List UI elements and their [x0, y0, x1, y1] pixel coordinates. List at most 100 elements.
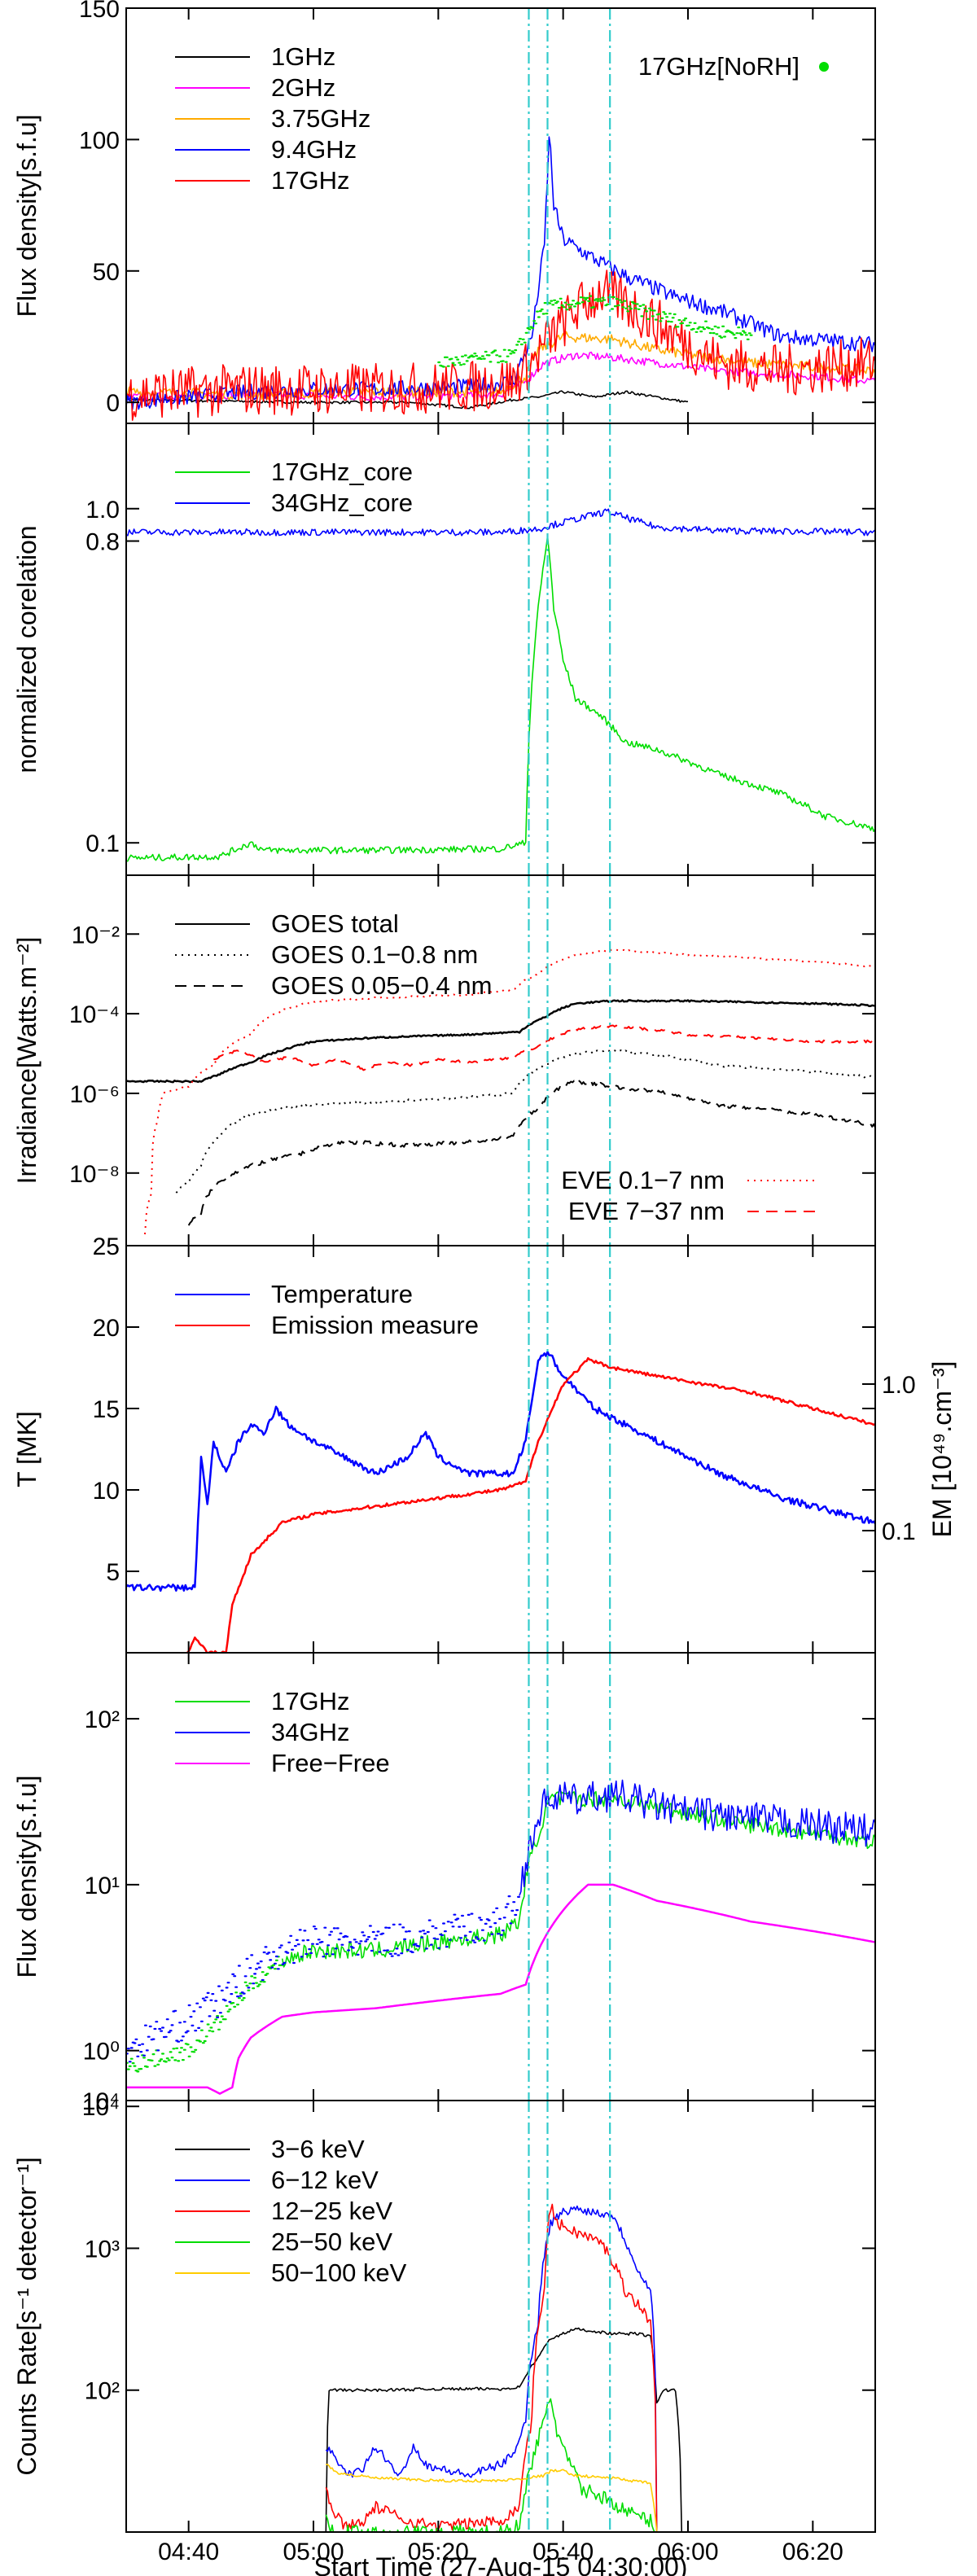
- series-scatter: [126, 1956, 283, 2073]
- y-tick-label-right: 0.1: [882, 1518, 916, 1545]
- y-tick-label: 10³: [85, 2236, 120, 2263]
- y-tick-label: 1.0: [85, 497, 120, 524]
- x-tick-label: 04:40: [158, 2539, 219, 2565]
- x-tick-label: 06:20: [782, 2539, 843, 2565]
- y-tick-label: 10¹: [85, 1873, 120, 1899]
- y-axis-label-right: EM [10⁴⁹.cm⁻³]: [927, 1361, 957, 1538]
- legend-label: GOES 0.1−0.8 nm: [271, 940, 478, 969]
- series-group: [126, 1351, 875, 1653]
- legend-label: 25−50 keV: [271, 2228, 392, 2256]
- legend-label: 50−100 keV: [271, 2258, 407, 2287]
- y-tick-label: 15: [93, 1396, 120, 1423]
- series-line: [281, 1790, 875, 1968]
- y-tick-label-right: 1.0: [882, 1372, 916, 1399]
- legend-label: 3.75GHz: [271, 104, 370, 133]
- series-line: [126, 136, 875, 410]
- annotation-label: 17GHz[NoRH]: [638, 52, 800, 81]
- series-line: [126, 269, 875, 421]
- y-tick-label: 10⁴: [82, 2094, 120, 2121]
- series-line: [519, 1779, 875, 1896]
- legend-label: 34GHz: [271, 1718, 349, 1746]
- legend-label: EVE 7−37 nm: [568, 1197, 725, 1225]
- series-line: [325, 2203, 658, 2532]
- panel-p3: 10⁻⁸ 10⁻⁶ 10⁻⁴ 10⁻² Irradiance[Watts.m⁻²] GOE…: [12, 874, 876, 1246]
- y-tick-label: 25: [93, 1233, 120, 1260]
- y-tick-label: 50: [93, 259, 120, 286]
- x-tick-label: 06:00: [657, 2539, 718, 2565]
- legend: Temperature Emission measure: [175, 1280, 479, 1339]
- panel-frame: [125, 874, 876, 1246]
- panel-frame: [125, 2100, 876, 2533]
- y-axis-label: T [MK]: [12, 1411, 42, 1487]
- y-tick-label: 10²: [85, 1706, 120, 1733]
- series-scatter: [126, 1895, 520, 2063]
- y-tick-label: 10²: [85, 2378, 120, 2405]
- series-group: [325, 2203, 683, 2532]
- series-group: [126, 136, 875, 421]
- legend-secondary: EVE 0.1−7 nm EVE 7−37 nm: [561, 1166, 816, 1225]
- series-line: [126, 536, 875, 862]
- y-tick-label: 0.8: [85, 529, 120, 556]
- series-line: [126, 1883, 875, 2095]
- legend-label: 2GHz: [271, 73, 335, 102]
- legend-label: GOES 0.05−0.4 nm: [271, 971, 492, 1000]
- series-line: [325, 2398, 656, 2532]
- legend-label: 6−12 keV: [271, 2166, 379, 2194]
- legend-label: 17GHz: [271, 166, 349, 195]
- x-tick-label: 05:20: [408, 2539, 469, 2565]
- y-tick-label: 20: [93, 1315, 120, 1342]
- y-axis-label: normalized corelation: [12, 525, 42, 773]
- legend-label: Free−Free: [271, 1749, 390, 1777]
- y-tick-label: 10⁻⁸: [69, 1161, 120, 1188]
- y-tick-label: 10⁰: [83, 2039, 120, 2066]
- series-line: [213, 1024, 875, 1071]
- y-tick-label: 10⁴: [82, 2088, 120, 2115]
- series-group: [126, 948, 875, 1235]
- series-line: [175, 1049, 875, 1194]
- panel-p2: 0.1 0.8 1.0 normalized corelation 17GHz_core…: [12, 423, 876, 876]
- y-tick-label: 0: [106, 390, 120, 417]
- panel-p6: 10² 10³ 10⁴ Counts Rate[s⁻¹ detector⁻¹] 3−6 …: [12, 2094, 876, 2576]
- y-tick-label: 10⁻²: [72, 922, 120, 948]
- legend: 3−6 keV 6−12 keV 12−25 keV 25−50 keV50−100 …: [175, 2135, 407, 2287]
- legend-label: 17GHz_core: [271, 458, 413, 486]
- y-tick-label: 10⁻⁴: [69, 1001, 120, 1028]
- series-line: [126, 1351, 875, 1592]
- y-axis-label: Irradiance[Watts.m⁻²]: [12, 937, 42, 1185]
- y-tick-label: 100: [79, 127, 120, 154]
- series-line: [126, 508, 875, 537]
- annotation-marker: [819, 62, 829, 72]
- panel-p5: 10⁰ 10¹ 10² 10⁴ Flux density[s.f.u] 17GHz 34GH…: [12, 1652, 876, 2115]
- y-tick-label: 10: [93, 1478, 120, 1505]
- legend: 17GHz 34GHz Free−Free: [175, 1687, 390, 1777]
- legend-label: 17GHz: [271, 1687, 349, 1715]
- series-line: [187, 1080, 875, 1226]
- series-group: [126, 508, 875, 862]
- legend-label: EVE 0.1−7 nm: [561, 1166, 725, 1194]
- panel-p1: 0 50 100 150 Flux density[s.f.u] 1GHz2GHz3.75…: [12, 0, 876, 424]
- series-scatter: [437, 295, 753, 368]
- x-axis-label: Start Time (27-Aug-15 04:30:00): [314, 2552, 688, 2576]
- legend-label: Emission measure: [271, 1311, 479, 1339]
- series-line: [126, 999, 875, 1084]
- series-line: [326, 2464, 658, 2531]
- panel-frame: [125, 423, 876, 876]
- y-tick-label: 0.1: [85, 830, 120, 857]
- legend-label: 12−25 keV: [271, 2197, 392, 2225]
- legend-label: 34GHz_core: [271, 488, 413, 517]
- y-tick-label: 5: [106, 1559, 120, 1586]
- legend-label: 3−6 keV: [271, 2135, 365, 2163]
- y-axis-label: Flux density[s.f.u]: [12, 1776, 42, 1978]
- y-axis-label: Counts Rate[s⁻¹ detector⁻¹]: [12, 2157, 42, 2475]
- y-tick-label: 10⁻⁶: [69, 1081, 120, 1108]
- x-tick-label: 05:00: [283, 2539, 344, 2565]
- series-line: [325, 2205, 658, 2532]
- series-line: [144, 948, 875, 1235]
- legend-label: Temperature: [271, 1280, 413, 1308]
- legend-label: 1GHz: [271, 42, 335, 71]
- x-tick-label: 05:40: [532, 2539, 594, 2565]
